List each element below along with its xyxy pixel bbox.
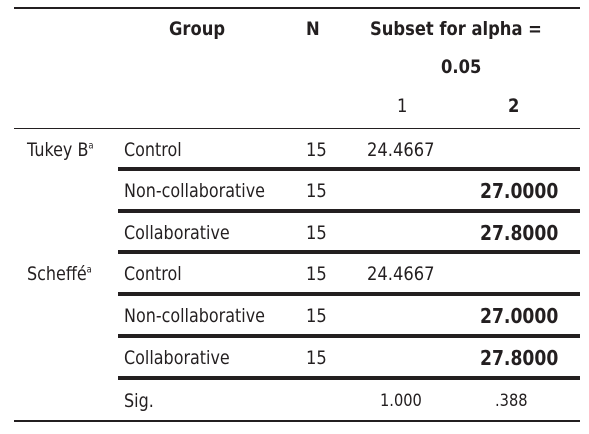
table-row-n: 15 xyxy=(306,347,327,369)
header-subset-1: 1 xyxy=(397,95,408,117)
table-row-subset2: 27.8000 xyxy=(480,346,559,370)
table-row-n: 15 xyxy=(306,180,327,202)
table-row-subset1: 24.4667 xyxy=(367,139,435,161)
table-row-n: 15 xyxy=(306,222,327,244)
row-divider xyxy=(118,292,580,296)
table-row-n: 15 xyxy=(306,139,327,161)
table-row-subset2: 27.8000 xyxy=(480,221,559,245)
header-subset-2: 2 xyxy=(508,95,520,117)
row-divider xyxy=(118,250,580,254)
sig-subset2: .388 xyxy=(495,391,528,411)
table-row-group: Control xyxy=(124,139,182,161)
header-n: N xyxy=(306,18,320,40)
table-row-n: 15 xyxy=(306,263,327,285)
header-alpha: 0.05 xyxy=(441,56,482,78)
row-divider xyxy=(118,167,580,171)
row-divider xyxy=(118,334,580,338)
table-row-group: Collaborative xyxy=(124,347,230,369)
test-name-tukey: Tukey Ba xyxy=(27,139,94,161)
row-divider xyxy=(118,376,580,380)
table-row-group: Collaborative xyxy=(124,222,230,244)
row-divider xyxy=(118,209,580,213)
table-bottom-rule xyxy=(14,420,580,422)
sig-label: Sig. xyxy=(124,390,154,412)
table-row-group: Non-collaborative xyxy=(124,180,265,202)
table-row-subset2: 27.0000 xyxy=(480,179,559,203)
table-row-group: Control xyxy=(124,263,182,285)
header-group: Group xyxy=(169,18,226,40)
header-subset: Subset for alpha = xyxy=(370,18,542,40)
table-row-n: 15 xyxy=(306,305,327,327)
table-row-group: Non-collaborative xyxy=(124,305,265,327)
table-row-subset1: 24.4667 xyxy=(367,263,435,285)
test-name-scheffe: Schefféa xyxy=(27,263,92,285)
table-row-subset2: 27.0000 xyxy=(480,304,559,328)
sig-subset1: 1.000 xyxy=(380,391,422,411)
header-bottom-rule xyxy=(14,128,580,129)
table-top-rule xyxy=(14,7,580,9)
